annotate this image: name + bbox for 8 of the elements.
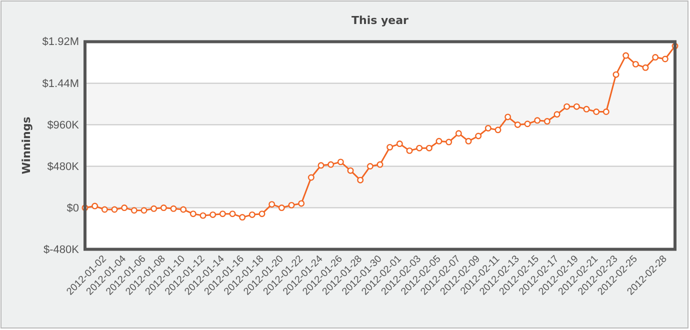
y-tick-label: $1.92M: [42, 36, 79, 48]
y-tick-label: $-480K: [44, 244, 80, 256]
y-axis-title: Winnings: [20, 116, 33, 174]
y-tick-label: $1.44M: [42, 78, 79, 90]
chart-title: This year: [352, 14, 410, 27]
y-tick-label: $0: [66, 202, 79, 214]
y-tick-label: $480K: [47, 160, 80, 173]
y-tick-label: $960K: [47, 119, 80, 132]
